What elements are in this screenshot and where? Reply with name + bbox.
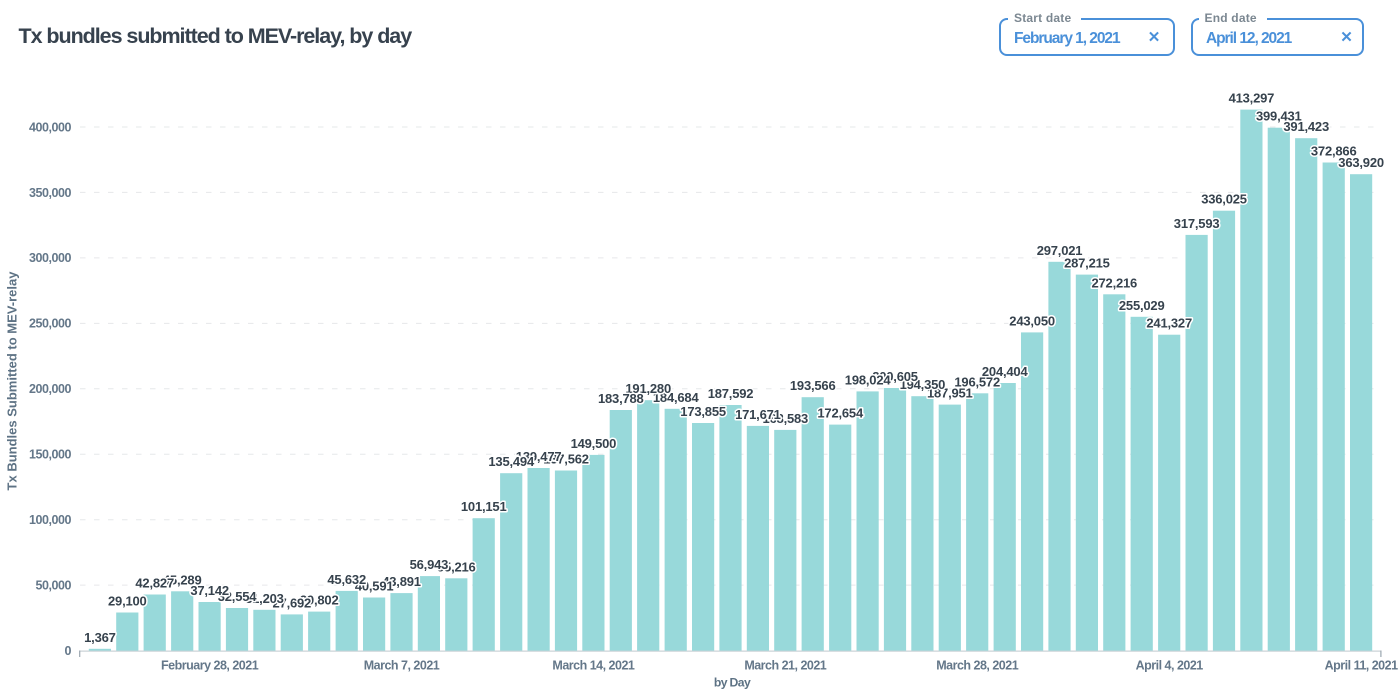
svg-text:137,562: 137,562 (543, 452, 589, 467)
svg-text:172,654: 172,654 (817, 406, 864, 421)
svg-text:50,000: 50,000 (35, 578, 71, 592)
svg-text:March 7, 2021: March 7, 2021 (364, 659, 440, 673)
svg-text:56,943: 56,943 (410, 557, 449, 572)
svg-text:31,203: 31,203 (245, 591, 284, 606)
svg-text:April 11, 2021: April 11, 2021 (1325, 659, 1398, 673)
svg-text:317,593: 317,593 (1174, 216, 1220, 231)
svg-text:37,142: 37,142 (190, 583, 229, 598)
svg-text:413,297: 413,297 (1229, 91, 1275, 106)
svg-text:250,000: 250,000 (29, 317, 72, 331)
svg-text:55,216: 55,216 (437, 559, 476, 574)
svg-text:Tx Bundles Submitted to MEV-re: Tx Bundles Submitted to MEV-relay (5, 271, 20, 491)
svg-text:100,000: 100,000 (29, 513, 72, 527)
svg-text:173,855: 173,855 (680, 404, 726, 419)
svg-text:363,920: 363,920 (1338, 155, 1384, 170)
svg-text:43,891: 43,891 (382, 574, 421, 589)
svg-text:March 21, 2021: March 21, 2021 (744, 659, 826, 673)
svg-text:by Day: by Day (714, 676, 751, 690)
svg-text:399,431: 399,431 (1256, 109, 1302, 124)
svg-text:March 28, 2021: March 28, 2021 (936, 659, 1018, 673)
svg-text:300,000: 300,000 (29, 251, 72, 265)
svg-text:200,605: 200,605 (872, 369, 918, 384)
svg-text:193,566: 193,566 (790, 378, 836, 393)
svg-text:204,404: 204,404 (982, 364, 1029, 379)
svg-text:187,592: 187,592 (708, 386, 754, 401)
svg-text:198,024: 198,024 (845, 372, 892, 387)
svg-text:200,000: 200,000 (29, 382, 72, 396)
svg-text:194,350: 194,350 (900, 377, 946, 392)
svg-text:350,000: 350,000 (29, 186, 72, 200)
svg-text:255,029: 255,029 (1119, 298, 1165, 313)
svg-text:187,951: 187,951 (927, 386, 973, 401)
svg-text:150,000: 150,000 (29, 448, 72, 462)
svg-text:29,100: 29,100 (108, 594, 147, 609)
svg-text:March 14, 2021: March 14, 2021 (552, 659, 634, 673)
svg-text:272,216: 272,216 (1092, 275, 1138, 290)
svg-text:45,289: 45,289 (163, 572, 202, 587)
svg-text:40,591: 40,591 (355, 579, 394, 594)
svg-text:149,500: 149,500 (571, 436, 617, 451)
svg-text:287,215: 287,215 (1064, 256, 1110, 271)
svg-text:42,827: 42,827 (135, 576, 174, 591)
svg-text:168,583: 168,583 (763, 411, 809, 426)
svg-text:241,327: 241,327 (1146, 316, 1192, 331)
svg-text:297,021: 297,021 (1037, 243, 1083, 258)
svg-text:391,423: 391,423 (1283, 119, 1329, 134)
svg-text:February 28, 2021: February 28, 2021 (161, 659, 259, 673)
svg-text:191,280: 191,280 (625, 381, 671, 396)
svg-text:400,000: 400,000 (29, 120, 72, 134)
svg-text:1,367: 1,367 (84, 630, 116, 645)
svg-text:29,802: 29,802 (300, 593, 339, 608)
svg-text:101,151: 101,151 (461, 499, 507, 514)
svg-text:336,025: 336,025 (1201, 192, 1247, 207)
svg-text:184,684: 184,684 (653, 390, 700, 405)
svg-text:243,050: 243,050 (1009, 313, 1055, 328)
svg-text:135,494: 135,494 (488, 454, 535, 469)
svg-text:372,866: 372,866 (1311, 144, 1357, 159)
svg-text:196,572: 196,572 (954, 374, 1000, 389)
svg-text:April 4, 2021: April 4, 2021 (1136, 659, 1204, 673)
svg-text:171,671: 171,671 (735, 407, 781, 422)
svg-text:27,692: 27,692 (273, 595, 312, 610)
svg-text:139,477: 139,477 (516, 449, 562, 464)
svg-text:0: 0 (64, 644, 71, 658)
svg-text:183,788: 183,788 (598, 391, 644, 406)
svg-text:45,632: 45,632 (327, 572, 366, 587)
svg-text:32,554: 32,554 (218, 589, 258, 604)
